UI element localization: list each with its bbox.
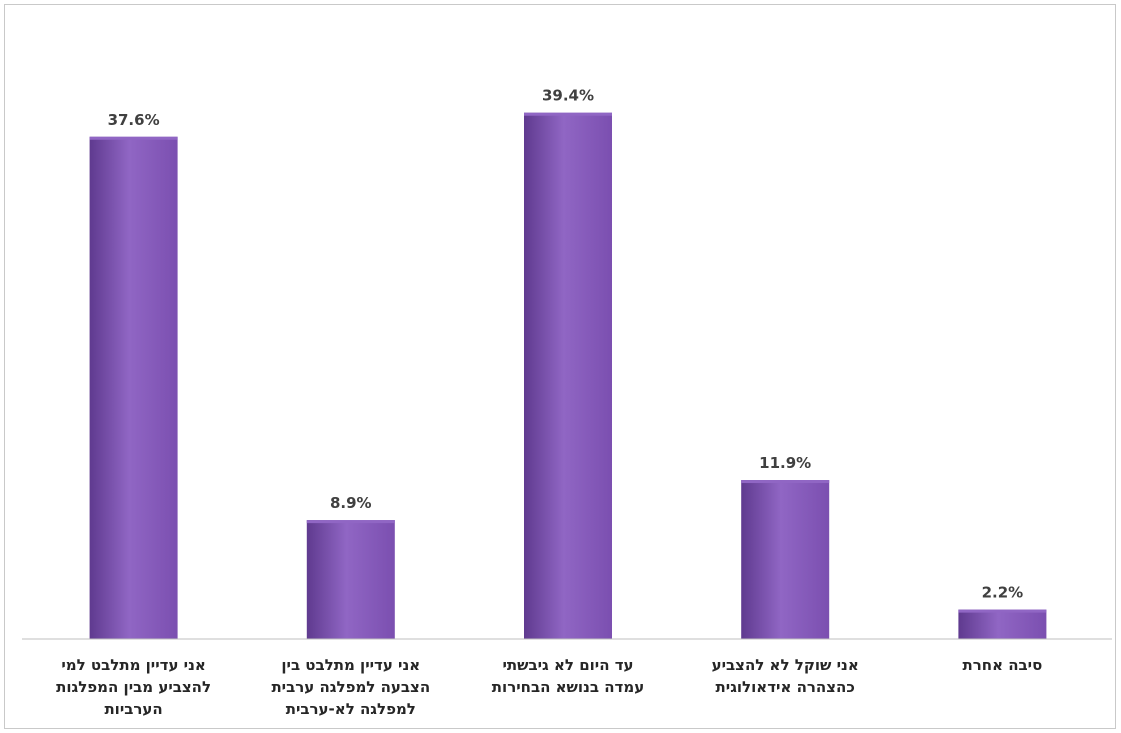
category-label-0-line-0: אני עדיין מתלבט למי xyxy=(61,656,205,674)
data-label-1: 8.9% xyxy=(330,494,372,512)
category-label-0-line-2: הערביות xyxy=(104,700,162,718)
bar-4 xyxy=(958,609,1047,639)
category-label-1-line-0: אני עדיין מתלבט בין xyxy=(281,656,420,674)
bars-layer xyxy=(89,112,1047,639)
bar-3 xyxy=(741,480,830,639)
category-label-1-line-2: למפלגה לא-ערבית xyxy=(286,700,416,718)
category-label-4-line-0: סיבה אחרת xyxy=(963,656,1043,674)
category-label-3-line-1: כהצהרה אידאולוגית xyxy=(716,678,855,696)
data-label-3: 11.9% xyxy=(759,454,811,472)
bar-top-highlight-3 xyxy=(741,480,830,484)
data-label-2: 39.4% xyxy=(542,87,594,105)
category-label-3-line-0: אני שוקל לא להצביע xyxy=(712,656,859,674)
bar-0 xyxy=(89,136,178,639)
bar-top-highlight-1 xyxy=(306,520,395,524)
bar-1 xyxy=(306,520,395,639)
bar-top-highlight-2 xyxy=(524,112,612,116)
category-label-0-line-1: להצביע מבין המפלגות xyxy=(56,678,211,696)
bar-2 xyxy=(524,112,612,639)
category-label-2-line-0: עד היום לא גיבשתי xyxy=(502,656,633,674)
bar-top-highlight-0 xyxy=(89,136,178,140)
category-label-2-line-1: עמדה בנושא הבחירות xyxy=(492,678,644,696)
labels-layer: 37.6% אני עדיין מתלבט למי להצביע מבין המפל… xyxy=(56,87,1042,718)
category-label-1-line-1: הצבעה למפלגה ערבית xyxy=(271,678,430,696)
data-label-0: 37.6% xyxy=(108,111,160,129)
data-label-4: 2.2% xyxy=(982,584,1024,602)
bar-top-highlight-4 xyxy=(958,609,1047,613)
